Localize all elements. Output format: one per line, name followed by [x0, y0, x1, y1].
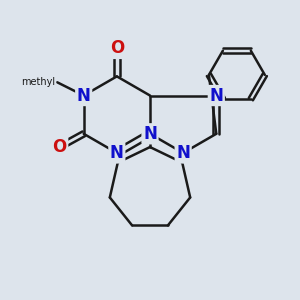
Text: N: N: [110, 144, 124, 162]
Text: N: N: [209, 86, 223, 104]
Text: O: O: [52, 138, 67, 156]
Text: O: O: [110, 39, 124, 57]
Text: N: N: [176, 144, 190, 162]
Text: methyl: methyl: [22, 77, 56, 87]
Text: N: N: [77, 86, 91, 104]
Text: N: N: [143, 125, 157, 143]
